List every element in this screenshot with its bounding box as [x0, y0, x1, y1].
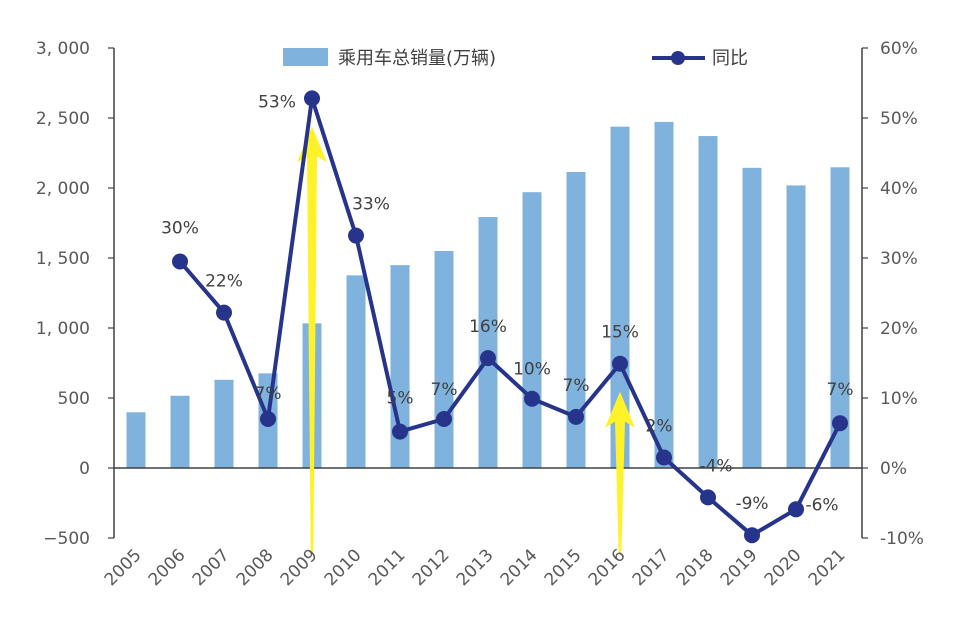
data-label: 33% [352, 195, 390, 215]
legend-line-marker [671, 51, 685, 65]
bar [126, 412, 146, 468]
data-labels: 30% 22% 7% 53% 33% 5% 7% 16% 10% 7% 15% 2% -4%-9% -6%… [161, 92, 853, 515]
data-label: 7% [431, 380, 458, 400]
axes [113, 48, 863, 538]
line-point [700, 489, 716, 506]
data-label: 22% [205, 272, 243, 292]
x-tick-label: 2006 [145, 545, 190, 590]
bar [654, 121, 674, 469]
bar [786, 185, 806, 469]
left-tick-label: −500 [43, 529, 90, 549]
bar [698, 136, 718, 468]
data-label: 30% [161, 219, 199, 239]
right-tick-label: 30% [880, 249, 918, 269]
bar [566, 172, 586, 469]
bar [522, 192, 542, 468]
data-label: -9% [735, 494, 768, 514]
line-point [304, 90, 320, 107]
right-axis-ticks: -10% 0% 10% 20% 30% 40% 50% 60% [862, 39, 924, 549]
line-point [524, 390, 540, 407]
data-label: 53% [258, 92, 296, 112]
left-tick-label: 2, 000 [36, 179, 90, 199]
right-tick-label: 40% [880, 179, 918, 199]
annotation-arrows [297, 126, 635, 554]
legend-bar-swatch [283, 48, 328, 66]
data-label: 7% [827, 380, 854, 400]
x-tick-label: 2018 [673, 545, 718, 590]
annotation-arrow [605, 391, 635, 553]
line-series [172, 90, 848, 544]
bar [742, 167, 762, 468]
data-label: -6% [805, 495, 838, 515]
line-point [348, 227, 364, 244]
data-label: 16% [469, 317, 507, 337]
bar [170, 395, 190, 468]
left-tick-label: 1, 500 [36, 249, 90, 269]
x-tick-label: 2005 [101, 545, 146, 590]
line-point [656, 449, 672, 466]
data-label: 10% [513, 360, 551, 380]
left-tick-label: 3, 000 [36, 39, 90, 59]
data-label: -4% [699, 456, 732, 476]
data-label: 7% [563, 376, 590, 396]
x-tick-label: 2020 [761, 545, 806, 590]
bar [478, 216, 498, 468]
data-label: 7% [255, 384, 282, 404]
line-point [788, 501, 804, 518]
x-axis-ticks: 2005 2006 2007 2008 2009 2010 2011 2012 2013 2014… [101, 545, 850, 590]
legend: 乘用车总销量(万辆) 同比 [283, 48, 748, 69]
x-tick-label: 2007 [189, 545, 234, 590]
bar [346, 275, 366, 468]
x-tick-label: 2011 [365, 545, 410, 590]
bar [214, 379, 234, 468]
left-tick-label: 0 [79, 459, 90, 479]
x-tick-label: 2009 [277, 545, 322, 590]
line-point [216, 304, 232, 321]
left-tick-label: 2, 500 [36, 109, 90, 129]
right-tick-label: 10% [880, 389, 918, 409]
right-tick-label: 50% [880, 109, 918, 129]
line-path [178, 96, 842, 538]
data-label: 15% [601, 323, 639, 343]
line-point [172, 253, 188, 270]
x-tick-label: 2012 [409, 545, 454, 590]
x-tick-label: 2015 [541, 545, 586, 590]
line-point [744, 527, 760, 544]
x-tick-label: 2008 [233, 545, 278, 590]
x-tick-label: 2014 [497, 545, 542, 590]
left-tick-label: 1, 000 [36, 319, 90, 339]
right-tick-label: 20% [880, 319, 918, 339]
bar [610, 126, 630, 469]
data-label: 2% [646, 417, 673, 437]
line-point [392, 423, 408, 440]
right-tick-label: 0% [880, 459, 907, 479]
right-tick-label: 60% [880, 39, 918, 59]
left-tick-label: 500 [58, 389, 90, 409]
bar [434, 251, 454, 468]
legend-bar-label: 乘用车总销量(万辆) [338, 48, 496, 69]
x-tick-label: 2013 [453, 545, 498, 590]
x-tick-label: 2017 [629, 545, 674, 590]
annotation-arrow [297, 126, 327, 554]
line-point [436, 411, 452, 427]
data-label: 5% [387, 389, 414, 409]
bar [830, 167, 850, 468]
line-point [568, 408, 584, 425]
x-tick-label: 2016 [585, 545, 630, 590]
left-axis-ticks: −500 0 500 1, 000 1, 500 2, 000 2, 500 3, 000 [36, 39, 114, 549]
line-point [480, 350, 496, 367]
line-point [612, 355, 628, 372]
right-tick-label: -10% [880, 529, 924, 549]
bar-series [126, 121, 850, 469]
legend-line-label: 同比 [712, 48, 748, 69]
x-tick-label: 2021 [805, 545, 850, 590]
line-point [832, 415, 848, 432]
line-point [260, 411, 276, 427]
x-tick-label: 2019 [717, 545, 762, 590]
x-tick-label: 2010 [321, 545, 366, 590]
